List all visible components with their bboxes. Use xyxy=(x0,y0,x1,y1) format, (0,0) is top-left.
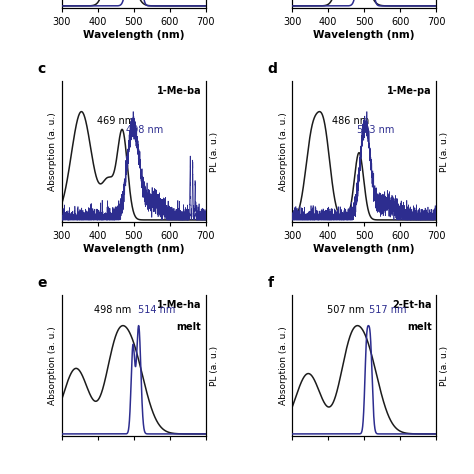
Text: e: e xyxy=(37,276,46,290)
Text: f: f xyxy=(267,276,273,290)
Y-axis label: PL (a. u.): PL (a. u.) xyxy=(440,346,449,386)
Text: melt: melt xyxy=(407,322,432,332)
Y-axis label: PL (a. u.): PL (a. u.) xyxy=(440,132,449,172)
Text: 1-Me-ba: 1-Me-ba xyxy=(157,85,201,95)
Text: 507 nm: 507 nm xyxy=(327,305,365,315)
X-axis label: Wavelength (nm): Wavelength (nm) xyxy=(83,30,184,40)
Y-axis label: PL (a. u.): PL (a. u.) xyxy=(210,132,219,172)
Text: melt: melt xyxy=(177,322,201,332)
Text: 2-Et-ha: 2-Et-ha xyxy=(392,300,432,310)
X-axis label: Wavelength (nm): Wavelength (nm) xyxy=(83,244,184,254)
X-axis label: Wavelength (nm): Wavelength (nm) xyxy=(313,244,415,254)
Y-axis label: Absorption (a. u.): Absorption (a. u.) xyxy=(48,326,57,405)
Text: 514 nm: 514 nm xyxy=(138,305,175,315)
Text: 503 nm: 503 nm xyxy=(357,126,395,136)
Text: 1-Me-pa: 1-Me-pa xyxy=(387,85,432,95)
Y-axis label: Absorption (a. u.): Absorption (a. u.) xyxy=(48,112,57,191)
X-axis label: Wavelength (nm): Wavelength (nm) xyxy=(313,30,415,40)
Text: 1-Me-ha: 1-Me-ha xyxy=(157,300,201,310)
Text: d: d xyxy=(267,62,277,76)
Text: 486 nm: 486 nm xyxy=(332,116,370,126)
Text: c: c xyxy=(37,62,46,76)
Text: 498 nm: 498 nm xyxy=(94,305,131,315)
Text: 469 nm: 469 nm xyxy=(97,116,134,126)
Y-axis label: Absorption (a. u.): Absorption (a. u.) xyxy=(279,112,288,191)
Y-axis label: Absorption (a. u.): Absorption (a. u.) xyxy=(279,326,288,405)
Y-axis label: PL (a. u.): PL (a. u.) xyxy=(210,346,219,386)
Text: 517 nm: 517 nm xyxy=(369,305,407,315)
Text: 498 nm: 498 nm xyxy=(126,126,163,136)
